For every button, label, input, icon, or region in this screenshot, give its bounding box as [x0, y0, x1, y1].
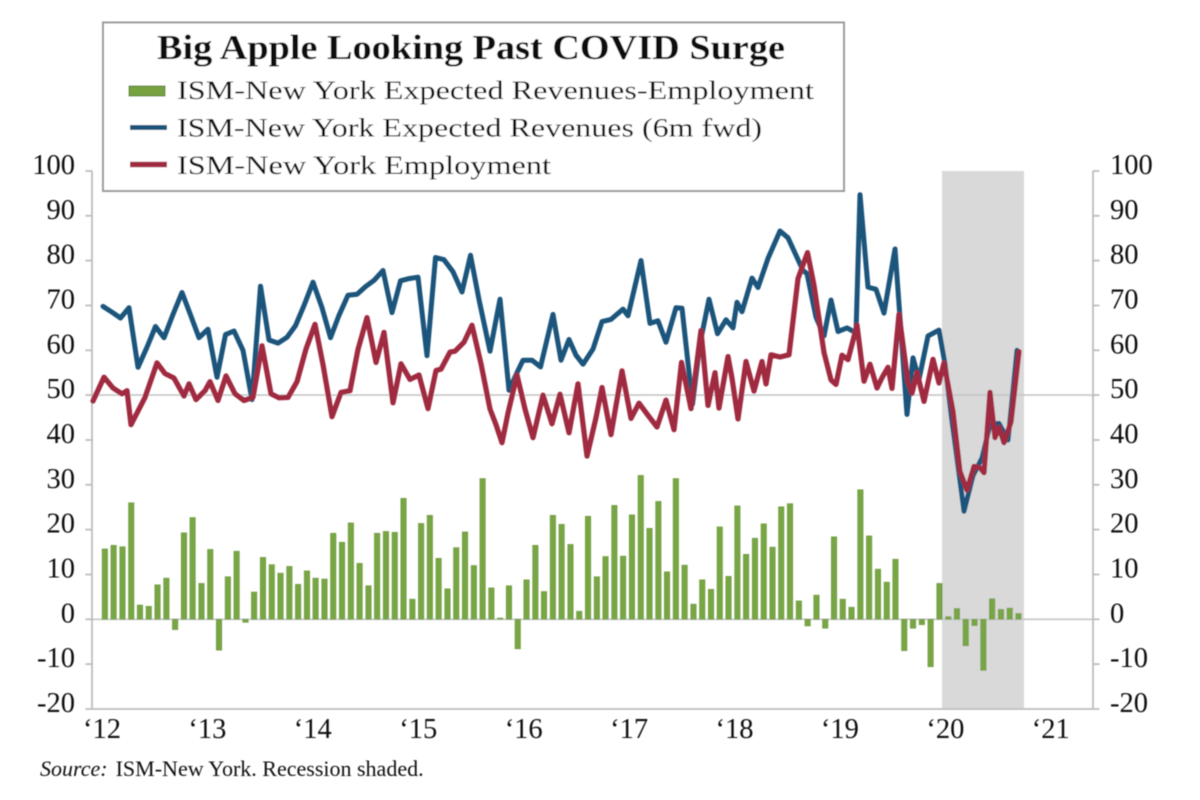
svg-text:ISM-New York Expected Revenues: ISM-New York Expected Revenues (6m fwd) — [177, 114, 762, 143]
svg-text:30: 30 — [1110, 464, 1139, 495]
svg-text:0: 0 — [1110, 598, 1124, 629]
svg-text:‘14: ‘14 — [294, 714, 332, 745]
svg-text:10: 10 — [1110, 554, 1139, 585]
svg-text:100: 100 — [1110, 150, 1153, 181]
svg-text:80: 80 — [1110, 240, 1139, 271]
svg-text:60: 60 — [1110, 329, 1139, 360]
svg-text:90: 90 — [1110, 195, 1139, 226]
svg-text:50: 50 — [47, 374, 76, 405]
svg-text:‘20: ‘20 — [926, 714, 964, 745]
svg-text:80: 80 — [47, 240, 76, 271]
svg-text:10: 10 — [47, 554, 76, 585]
svg-text:40: 40 — [1110, 419, 1139, 450]
svg-text:ISM-New York Expected Revenues: ISM-New York Expected Revenues-Employmen… — [177, 76, 815, 105]
svg-text:100: 100 — [32, 150, 75, 181]
svg-text:‘18: ‘18 — [716, 714, 754, 745]
svg-text:-20: -20 — [37, 688, 75, 719]
svg-text:20: 20 — [47, 509, 76, 540]
svg-text:Big Apple Looking Past COVID S: Big Apple Looking Past COVID Surge — [157, 29, 785, 67]
svg-text:20: 20 — [1110, 509, 1139, 540]
svg-text:‘12: ‘12 — [83, 714, 121, 745]
svg-text:‘13: ‘13 — [188, 714, 226, 745]
svg-text:‘16: ‘16 — [505, 714, 543, 745]
svg-text:70: 70 — [1110, 285, 1139, 316]
svg-text:60: 60 — [47, 329, 76, 360]
svg-text:-10: -10 — [37, 643, 75, 674]
svg-text:40: 40 — [47, 419, 76, 450]
svg-text:Source:ISM-New York. Recession: Source: ISM-New York. Recession shaded. — [40, 756, 424, 781]
svg-text:0: 0 — [61, 598, 75, 629]
svg-text:70: 70 — [47, 285, 76, 316]
svg-text:‘17: ‘17 — [610, 714, 648, 745]
svg-text:ISM-New York Employment: ISM-New York Employment — [177, 151, 552, 180]
svg-text:30: 30 — [47, 464, 76, 495]
svg-text:90: 90 — [47, 195, 76, 226]
svg-text:‘15: ‘15 — [399, 714, 437, 745]
svg-text:-10: -10 — [1110, 643, 1148, 674]
svg-text:50: 50 — [1110, 374, 1139, 405]
svg-text:-20: -20 — [1110, 688, 1148, 719]
svg-text:‘19: ‘19 — [821, 714, 859, 745]
svg-text:‘21: ‘21 — [1032, 714, 1070, 745]
